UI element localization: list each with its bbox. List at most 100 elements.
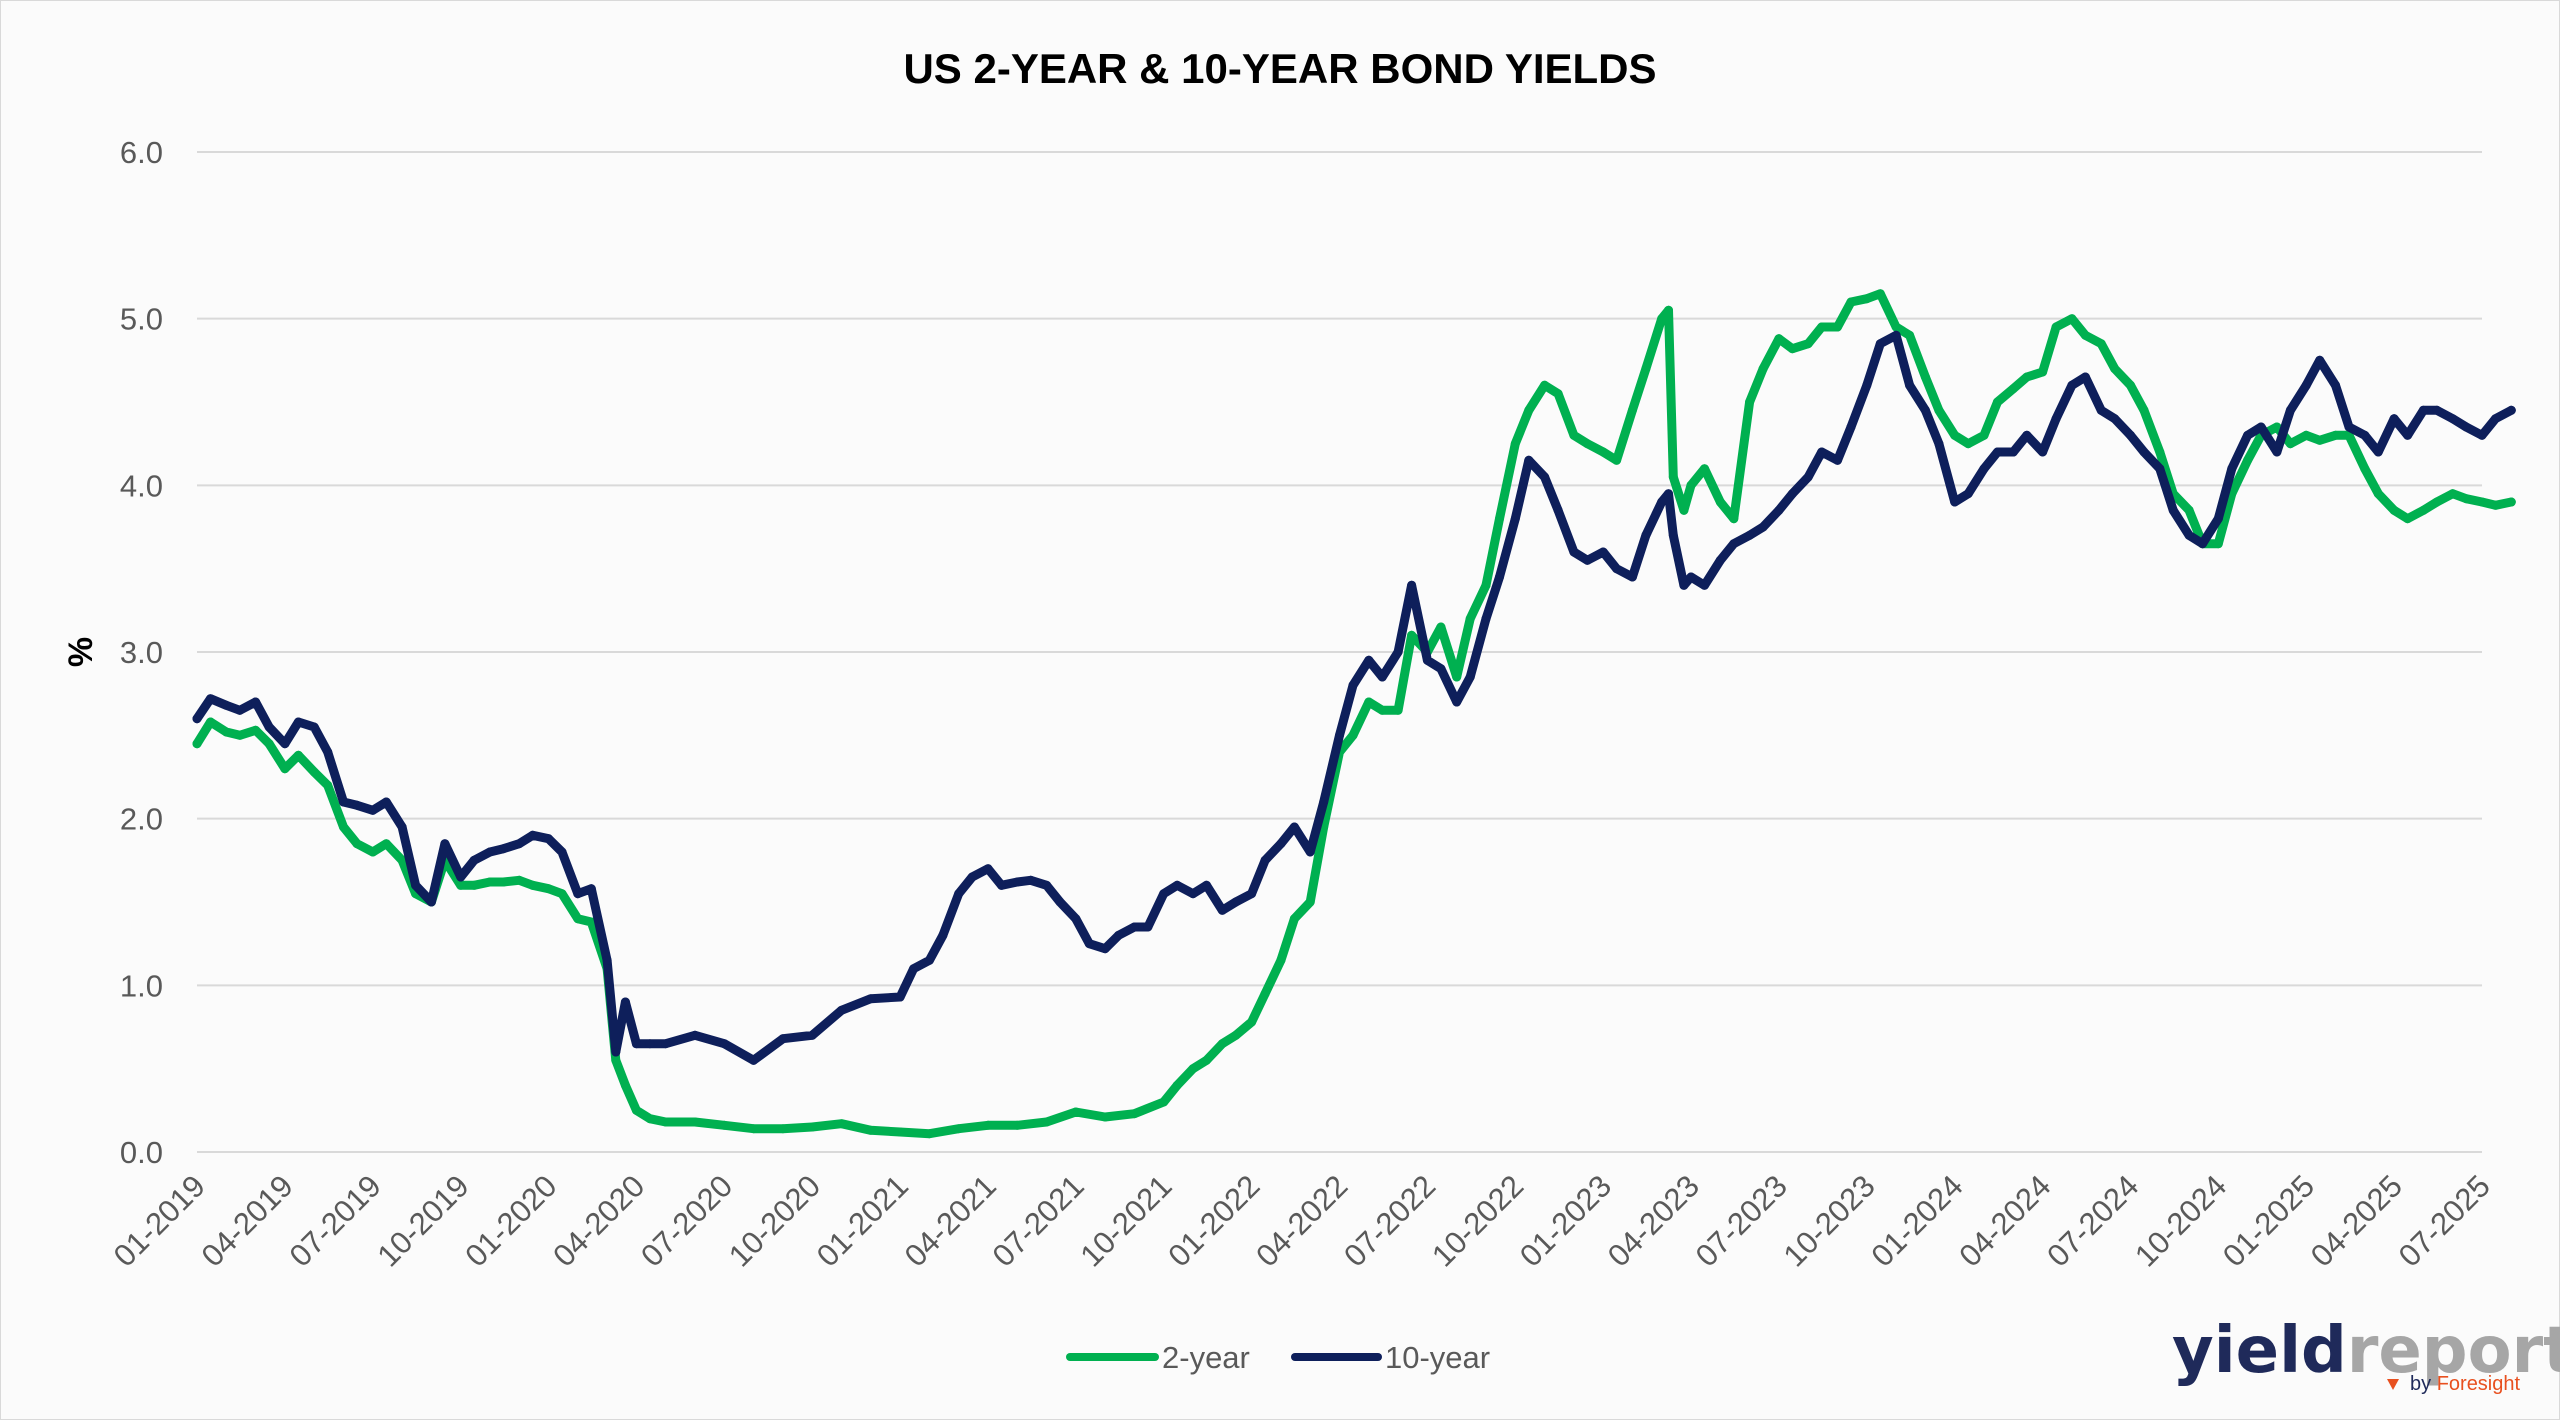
data-point-10-year (1993, 447, 2002, 457)
data-point-10-year (1833, 455, 1842, 465)
data-point-2-year (1348, 730, 1358, 740)
data-point-10-year (264, 722, 274, 732)
data-point-10-year (2155, 464, 2165, 474)
data-point-10-year (1260, 855, 1270, 865)
data-point-2-year (661, 1117, 671, 1127)
data-point-10-year (1217, 905, 1227, 915)
data-point-10-year (2243, 430, 2253, 440)
data-point-10-year (1668, 530, 1678, 540)
logo-word-yield: yield (2172, 1314, 2347, 1388)
data-point-2-year (1305, 897, 1315, 907)
data-point-2-year (280, 764, 290, 774)
x-tick-label: 07-2023 (1689, 1168, 1794, 1273)
data-point-2-year (1465, 614, 1475, 624)
x-tick-label: 10-2024 (2128, 1168, 2233, 1273)
data-point-2-year (1540, 380, 1550, 390)
data-point-10-year (1598, 547, 1608, 557)
data-point-2-year (2110, 364, 2120, 374)
data-point-10-year (2477, 430, 2487, 440)
data-point-10-year (1846, 422, 1856, 432)
data-point-2-year (2022, 372, 2032, 382)
data-point-10-year (837, 1005, 846, 1015)
data-point-10-year (1979, 464, 1989, 474)
data-point-2-year (1787, 344, 1797, 354)
data-point-2-year (1202, 1055, 1211, 1065)
data-point-2-year (1745, 397, 1755, 407)
data-point-10-year (293, 717, 303, 727)
data-point-2-year (192, 739, 202, 749)
data-point-2-year (1553, 389, 1563, 399)
data-point-10-year (1495, 572, 1504, 582)
data-point-2-year (645, 1114, 655, 1124)
data-point-10-year (280, 739, 290, 749)
series-line-2-year (192, 289, 2516, 1139)
data-point-10-year (1787, 489, 1797, 499)
x-tick-label: 07-2020 (634, 1168, 739, 1273)
data-point-2-year (2331, 430, 2340, 440)
data-point-10-year (1774, 505, 1784, 515)
data-point-2-year (1172, 1080, 1182, 1090)
data-point-2-year (1627, 405, 1637, 415)
data-point-2-year (1393, 705, 1403, 715)
data-point-2-year (2213, 539, 2223, 549)
data-point-2-year (1598, 447, 1608, 457)
data-point-10-year (1202, 880, 1211, 890)
data-point-10-year (1920, 405, 1930, 415)
data-point-10-year (967, 872, 977, 882)
gridlines (197, 151, 2482, 1153)
legend: 2-year 10-year (1066, 1340, 1490, 1375)
yieldreport-logo: yieldreport by Foresight (2172, 1314, 2560, 1395)
data-point-2-year (1481, 580, 1491, 590)
data-point-2-year (2126, 380, 2135, 390)
data-point-10-year (1553, 505, 1563, 515)
data-point-10-year (1348, 680, 1358, 690)
data-point-2-year (1846, 297, 1856, 307)
data-point-10-year (1172, 880, 1182, 890)
data-point-2-year (2403, 514, 2413, 524)
data-point-2-year (1679, 505, 1689, 515)
data-point-2-year (1715, 497, 1725, 507)
data-point-2-year (1700, 464, 1709, 474)
x-tick-label: 10-2023 (1777, 1168, 1882, 1273)
x-tick-label: 07-2025 (2392, 1168, 2497, 1273)
data-point-2-year (2155, 447, 2165, 457)
data-point-2-year (1247, 1017, 1257, 1027)
data-point-10-year (611, 1047, 621, 1057)
data-point-2-year (2008, 384, 2018, 394)
data-point-2-year (528, 880, 538, 890)
data-point-2-year (1260, 989, 1270, 999)
data-point-10-year (411, 880, 421, 890)
y-axis-label: % (62, 637, 100, 667)
svg-text:by Foresight: by Foresight (2410, 1373, 2521, 1395)
data-point-2-year (309, 767, 319, 777)
data-point-2-year (352, 839, 362, 849)
data-point-2-year (1452, 672, 1462, 682)
x-tick-label: 04-2024 (1952, 1168, 2057, 1273)
data-point-2-year (1217, 1039, 1227, 1049)
data-point-10-year (1335, 730, 1344, 740)
data-point-2-year (1495, 514, 1504, 524)
data-point-10-year (2110, 414, 2120, 424)
data-point-10-year (426, 897, 436, 907)
data-point-2-year (2448, 489, 2458, 499)
data-point-10-year (323, 747, 333, 757)
data-point-10-year (1276, 839, 1286, 849)
data-point-10-year (586, 884, 596, 894)
x-tick-label: 01-2019 (107, 1168, 212, 1273)
data-point-10-year (2213, 514, 2223, 524)
data-point-2-year (1875, 289, 1885, 299)
data-point-10-year (1465, 672, 1475, 682)
data-point-10-year (251, 697, 261, 707)
data-point-2-year (2461, 494, 2471, 504)
data-point-10-year (1407, 580, 1417, 590)
data-point-10-year (1817, 447, 1827, 457)
data-point-2-year (866, 1125, 876, 1135)
data-point-10-year (1524, 455, 1534, 465)
data-point-10-year (1393, 647, 1403, 657)
data-point-10-year (2008, 447, 2018, 457)
data-point-2-year (2315, 435, 2325, 445)
data-point-10-year (1803, 472, 1813, 482)
data-point-2-year (2272, 422, 2282, 432)
data-point-2-year (2506, 497, 2516, 507)
